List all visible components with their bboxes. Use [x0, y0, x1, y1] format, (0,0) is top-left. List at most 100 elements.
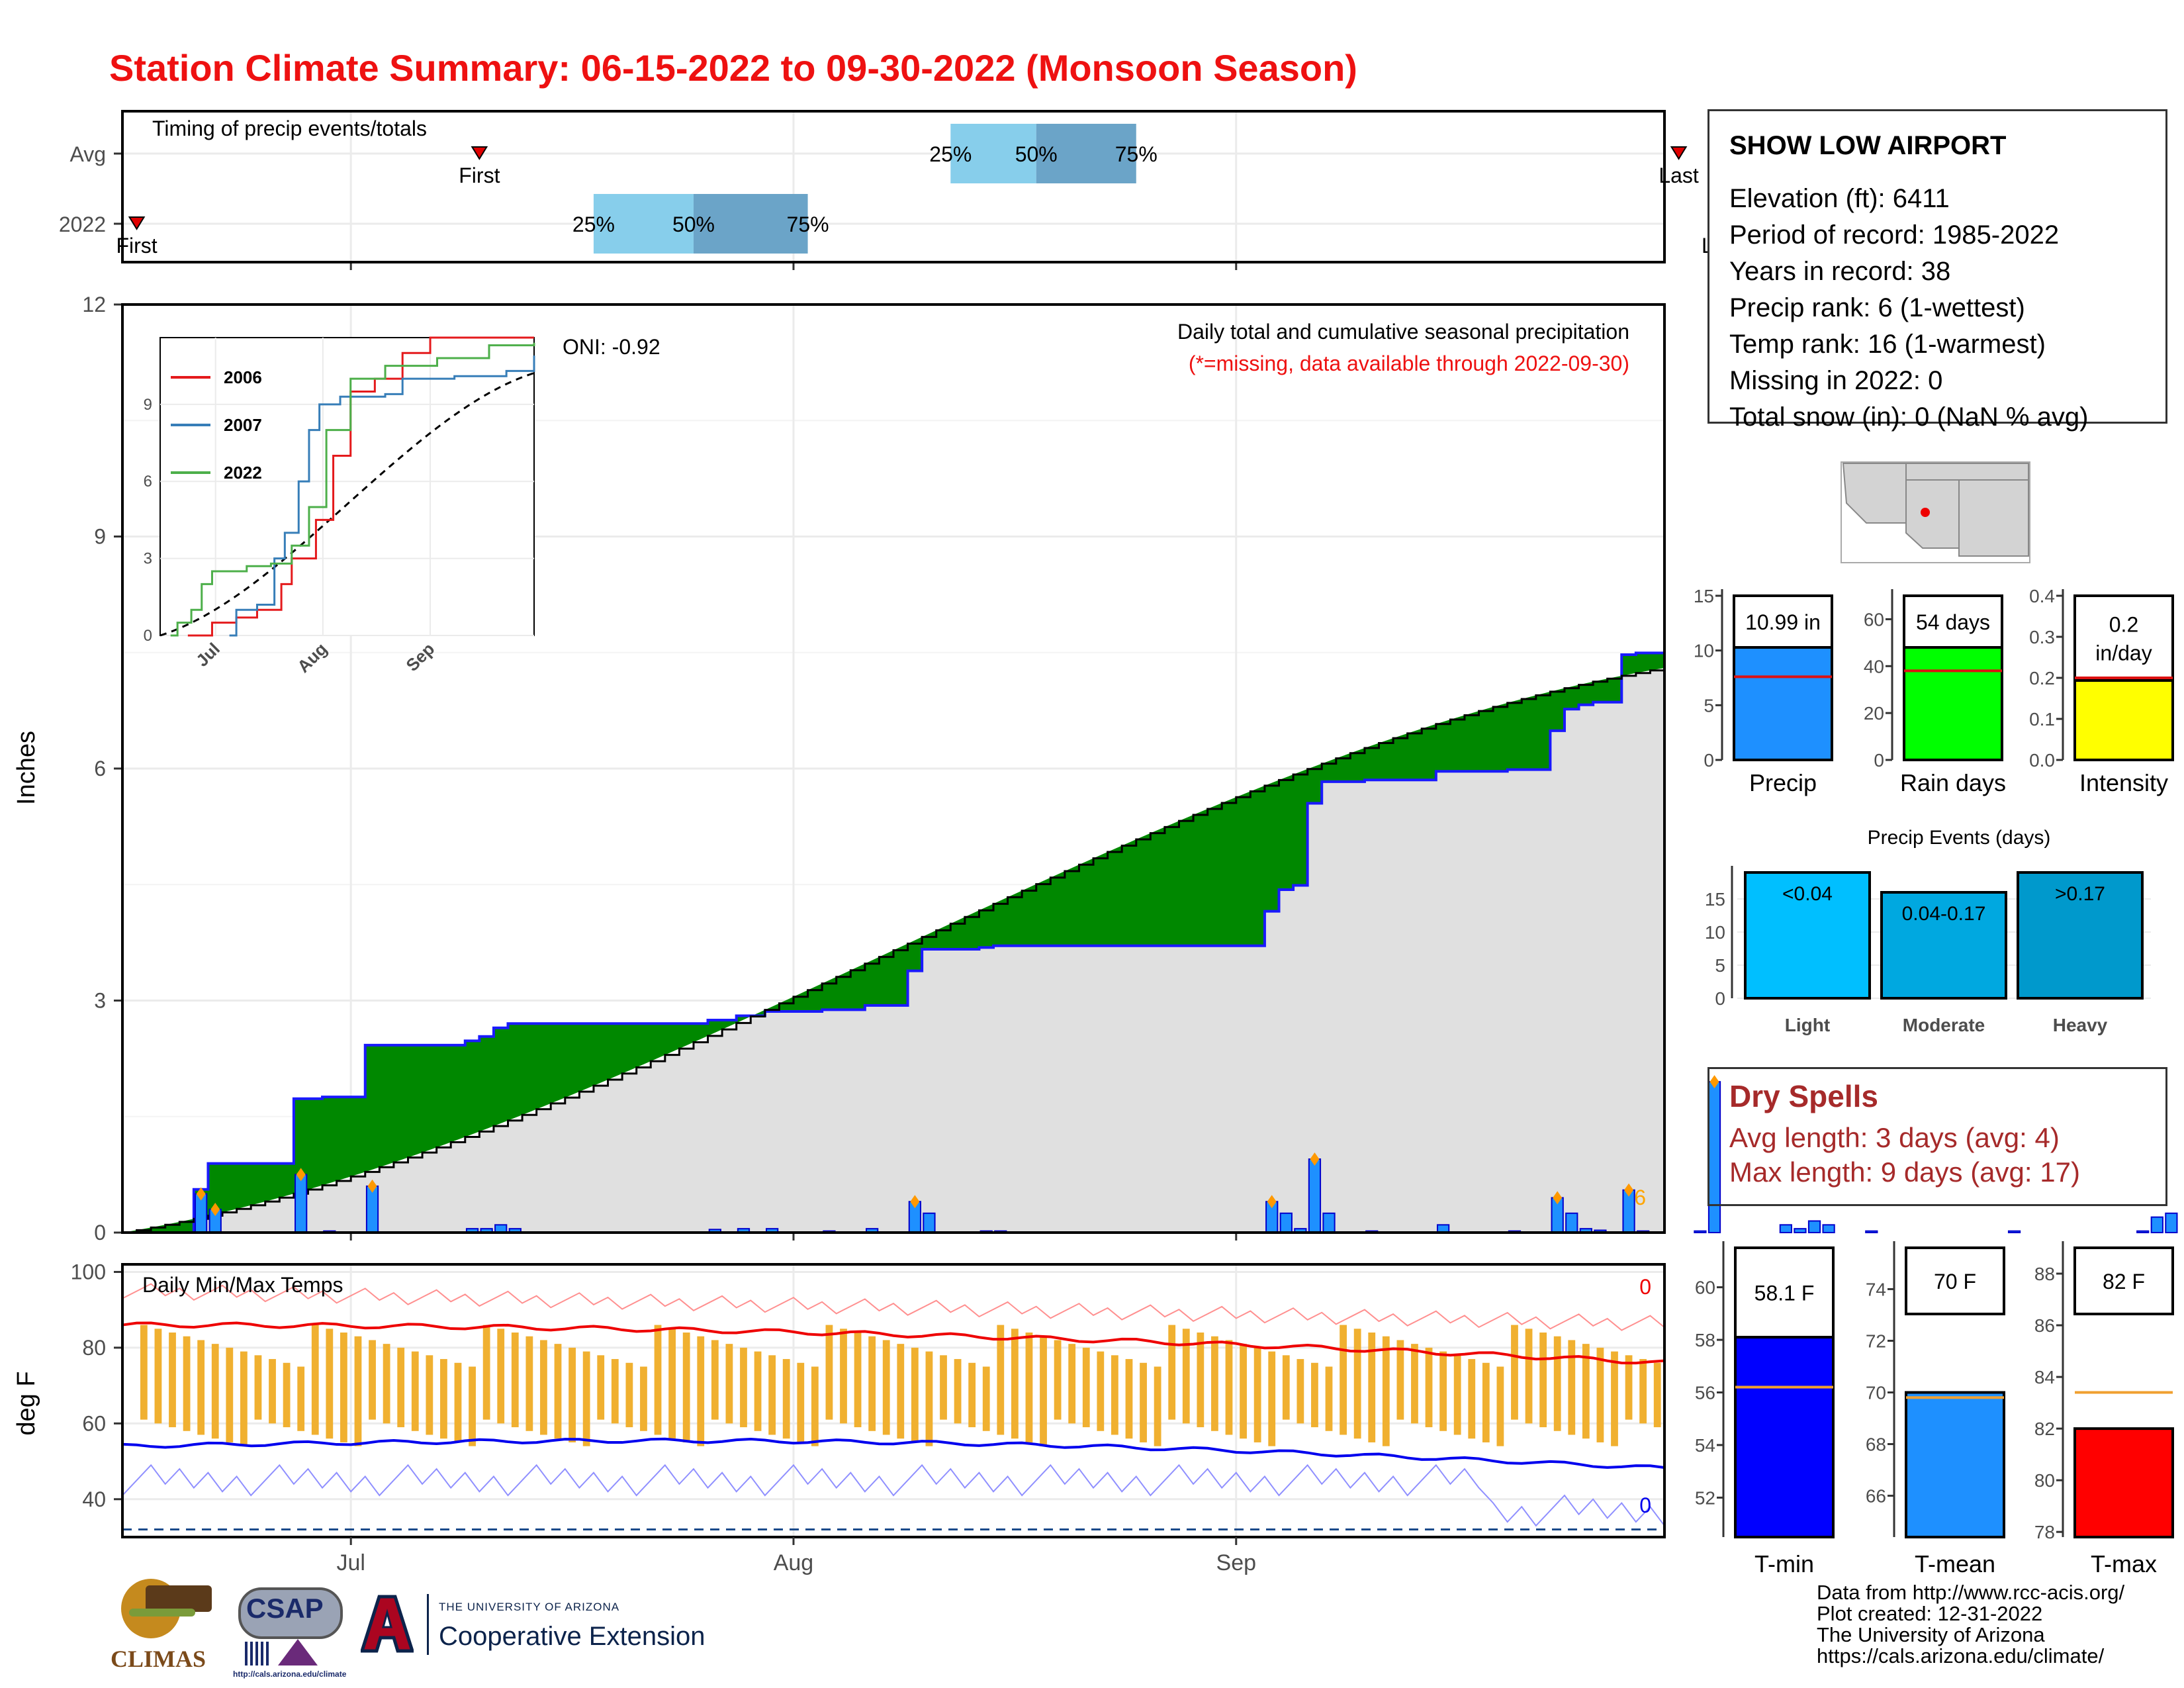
- summary-bar-name: Intensity: [2079, 769, 2168, 796]
- temp-daily-range-bar: [840, 1329, 847, 1424]
- temp-daily-range-bar: [426, 1355, 433, 1435]
- ua-logo-small-text: THE UNIVERSITY OF ARIZONA: [439, 1601, 620, 1613]
- summary-bar-ytick-label: 60: [1695, 1278, 1715, 1298]
- station-snow: Total snow (in): 0 (NaN % avg): [1729, 402, 2089, 432]
- temp-daily-range-bar: [940, 1355, 947, 1420]
- precip-daily-bar: [2136, 1230, 2150, 1233]
- temp-daily-range-bar: [1197, 1333, 1205, 1428]
- temp-daily-range-bar: [1468, 1359, 1476, 1439]
- events-bar-value-label: <0.04: [1782, 883, 1833, 905]
- temp-daily-range-bar: [1182, 1329, 1190, 1424]
- temp-daily-range-bar: [1382, 1336, 1390, 1446]
- temp-daily-range-bar: [354, 1336, 362, 1446]
- csap-logo-url: http://cals.arizona.edu/climate: [233, 1669, 347, 1679]
- timing-pct-25: 25%: [929, 142, 972, 166]
- state-map-region: [1905, 479, 1960, 549]
- temp-daily-range-bar: [1596, 1347, 1604, 1442]
- temp-daily-range-bar: [554, 1344, 562, 1439]
- precip-panel-title: Daily total and cumulative seasonal prec…: [1177, 320, 1629, 344]
- summary-bar-ytick-label: 72: [1866, 1331, 1886, 1351]
- temp-min-count-label: 0: [1639, 1493, 1651, 1517]
- temp-daily-range-bar: [1568, 1340, 1576, 1435]
- summary-bar-value-label: 82 F: [2103, 1270, 2145, 1293]
- summary-bar-rain-days: [1903, 632, 2003, 762]
- temp-daily-range-bar: [1340, 1325, 1347, 1435]
- temp-daily-range-bar: [1211, 1336, 1218, 1431]
- temp-ytick-label: 100: [71, 1260, 106, 1284]
- precip-y-axis-label: Inches: [13, 731, 40, 805]
- summary-bar-ytick-label: 0.0: [2029, 750, 2055, 771]
- inset-plot: [159, 337, 535, 636]
- temp-daily-range-bar: [1311, 1362, 1318, 1428]
- temp-daily-range-bar: [682, 1333, 690, 1442]
- precip-ytick-label: 3: [94, 989, 106, 1013]
- timing-pct-50: 50%: [672, 212, 715, 236]
- temp-daily-range-bar: [997, 1325, 1005, 1435]
- inset-line-2022: [170, 342, 535, 637]
- month-axis-label: Aug: [774, 1550, 814, 1575]
- summary-bar-ytick-label: 5: [1704, 695, 1714, 716]
- timing-pct-50: 50%: [1015, 142, 1058, 166]
- precip-daily-marker: [367, 1179, 377, 1193]
- precip-ytick-label: 9: [94, 525, 106, 549]
- summary-bar-value-label: 54 days: [1916, 610, 1990, 634]
- inset-ytick-label: 6: [144, 473, 152, 491]
- precip-daily-marker: [210, 1202, 220, 1216]
- credit-url: https://cals.arizona.edu/climate/: [1817, 1644, 2105, 1667]
- precip-daily-marker: [196, 1187, 206, 1201]
- summary-bar-ytick-label: 0: [1874, 750, 1884, 771]
- precip-daily-bar: [1794, 1228, 1807, 1233]
- summary-bar-t-max: [2073, 1427, 2174, 1538]
- temp-daily-range-bar: [697, 1336, 705, 1446]
- temp-daily-range-bar: [297, 1366, 305, 1431]
- summary-bar-label-box: [2073, 1246, 2174, 1315]
- csap-logo[interactable]: CSAP http://cals.arizona.edu/climate: [232, 1581, 351, 1680]
- precip-daily-bar: [1779, 1224, 1793, 1233]
- station-name: SHOW LOW AIRPORT: [1729, 131, 2007, 160]
- temp-daily-range-bar: [897, 1344, 905, 1439]
- station-elevation: Elevation (ft): 6411: [1729, 184, 1950, 213]
- summary-bar-name: Rain days: [1900, 769, 2006, 796]
- events-title: Precip Events (days): [1868, 827, 2051, 849]
- temp-daily-range-bar: [1025, 1333, 1033, 1442]
- temp-daily-range-bar: [711, 1340, 719, 1420]
- temp-daily-range-bar: [211, 1344, 219, 1439]
- temp-daily-range-bar: [668, 1329, 676, 1439]
- temp-avg-max-line: [122, 1321, 1665, 1365]
- temp-daily-range-bar: [782, 1359, 790, 1439]
- temp-daily-range-bar: [326, 1329, 334, 1439]
- month-axis-label: Jul: [336, 1550, 365, 1575]
- precip-daily-marker: [1267, 1195, 1277, 1209]
- events-category-label: Heavy: [2053, 1015, 2108, 1035]
- summary-bar-ytick-label: 70: [1866, 1383, 1886, 1403]
- temp-daily-range-bar: [1353, 1329, 1361, 1439]
- credit-university: The University of Arizona: [1817, 1623, 2045, 1646]
- summary-bar-ytick-label: 15: [1694, 586, 1714, 606]
- ua-logo[interactable]: THE UNIVERSITY OF ARIZONA Cooperative Ex…: [359, 1589, 745, 1662]
- temp-daily-range-bar: [625, 1362, 633, 1428]
- temp-daily-range-bar: [1297, 1359, 1304, 1424]
- temp-daily-range-bar: [540, 1340, 547, 1435]
- inset-ytick-label: 3: [144, 550, 152, 568]
- ua-block-a-icon: [359, 1594, 415, 1654]
- timing-bar-50-75: [693, 194, 808, 254]
- temp-daily-range-bar: [768, 1355, 776, 1435]
- precip-daily-bar: [2165, 1212, 2178, 1233]
- inset-ytick-label: 9: [144, 396, 152, 414]
- station-info-box: SHOW LOW AIRPORT Elevation (ft): 6411 Pe…: [1707, 109, 2167, 432]
- precip-daily-bar: [1322, 1212, 1336, 1233]
- summary-bar-value-label: 10.99 in: [1745, 610, 1821, 634]
- temp-daily-range-bar: [1282, 1355, 1290, 1420]
- summary-bar-ytick-label: 0.3: [2029, 627, 2055, 647]
- climas-logo[interactable]: CLIMAS: [109, 1579, 218, 1675]
- temp-daily-range-bar: [611, 1359, 619, 1424]
- temp-daily-range-bar: [1525, 1329, 1533, 1424]
- temp-daily-range-bar: [1639, 1359, 1647, 1424]
- summary-bar-name: T-max: [2091, 1550, 2157, 1577]
- temp-daily-range-bar: [1011, 1329, 1019, 1439]
- summary-bar-ytick-label: 78: [2034, 1522, 2055, 1542]
- temp-daily-range-bar: [1582, 1344, 1590, 1439]
- page-title: Station Climate Summary: 06-15-2022 to 0…: [109, 47, 1357, 89]
- temp-daily-range-bar: [1368, 1333, 1376, 1442]
- oni-label: ONI: -0.92: [563, 335, 660, 359]
